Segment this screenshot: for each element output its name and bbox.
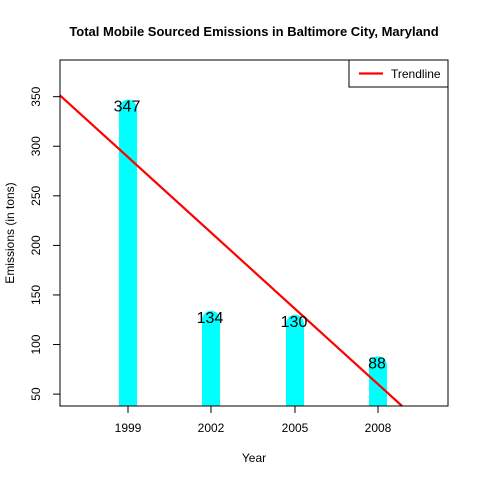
y-tick-label-250: 250 (29, 185, 43, 205)
data-label-1999: 347 (114, 99, 141, 116)
data-label-2005: 130 (281, 314, 308, 331)
bar-base-1999 (119, 111, 137, 406)
bar-base-2005 (286, 326, 304, 406)
legend: Trendline (348, 59, 449, 88)
bar-base-2002 (202, 322, 220, 406)
x-tick-label-2008: 2008 (365, 421, 392, 435)
y-tick-label-350: 350 (29, 86, 43, 106)
x-axis: 1999 2002 2005 2008 (115, 405, 392, 435)
data-label-2002: 134 (197, 310, 224, 327)
x-tick-label-2002: 2002 (198, 421, 225, 435)
y-tick-label-100: 100 (29, 334, 43, 354)
y-tick-label-150: 150 (29, 285, 43, 305)
data-labels-group: 347 134 130 88 (114, 99, 386, 373)
data-label-2008: 88 (368, 355, 386, 372)
x-tick-label-1999: 1999 (115, 421, 142, 435)
bar-base-2008 (369, 368, 387, 406)
trendline (59, 94, 403, 407)
y-tick-label-300: 300 (29, 136, 43, 156)
legend-trendline-label: Trendline (391, 67, 441, 81)
y-axis-label: Emissions (in tons) (3, 182, 17, 283)
bars-group (119, 99, 387, 406)
x-axis-label: Year (242, 451, 266, 465)
y-tick-label-200: 200 (29, 235, 43, 255)
chart-title: Total Mobile Sourced Emissions in Baltim… (69, 24, 438, 39)
y-tick-label-50: 50 (29, 387, 43, 401)
x-tick-label-2005: 2005 (282, 421, 309, 435)
y-axis: 50 100 150 200 250 300 350 (29, 86, 61, 401)
